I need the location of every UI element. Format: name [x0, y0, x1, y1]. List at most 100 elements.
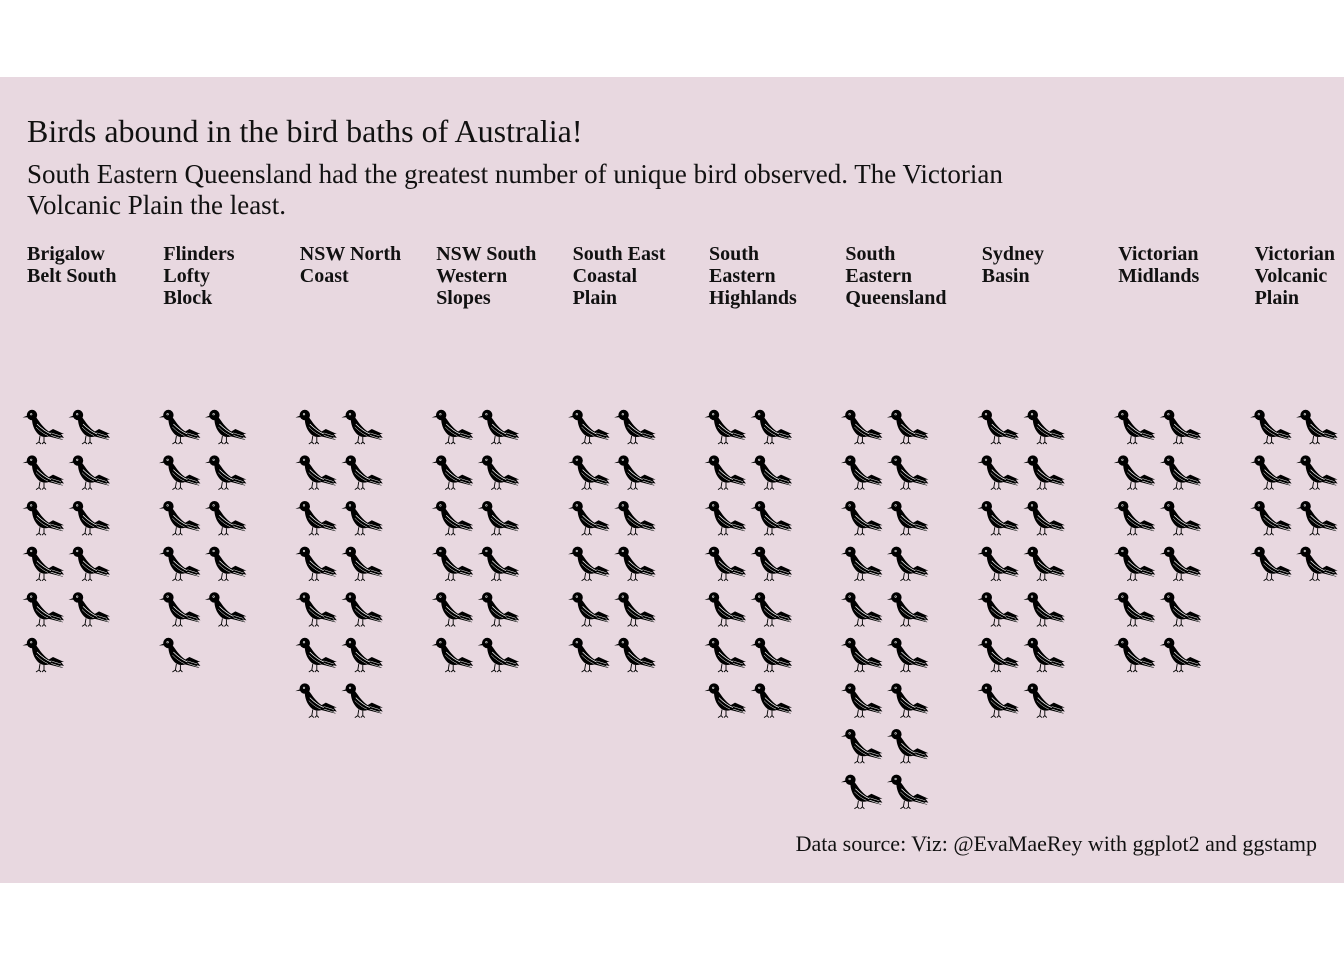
plot-panel: Birds abound in the bird baths of Austra… [0, 77, 1344, 883]
bird-icon [613, 454, 657, 491]
bird-icon [1249, 409, 1293, 445]
bird-icon [431, 591, 474, 627]
bird-icon [431, 500, 474, 536]
bird-icon [886, 682, 929, 719]
bird-icon [431, 409, 474, 445]
bird-icon [613, 637, 657, 673]
facet-label-line: Eastern [709, 265, 776, 287]
bird-icon [840, 591, 883, 627]
bird-icon [976, 454, 1020, 491]
bird-icon [1249, 454, 1293, 491]
bird-icon [68, 409, 111, 445]
bird-icon [886, 454, 929, 491]
facet-label-line: Basin [981, 265, 1030, 287]
bird-icon [204, 546, 247, 582]
bird-icon [204, 500, 247, 536]
bird-icon [294, 637, 338, 673]
bird-icon [886, 637, 929, 673]
bird-icon [750, 500, 793, 536]
bird-icon [431, 637, 474, 673]
bird-icon [567, 591, 611, 627]
bird-icon [1295, 500, 1339, 536]
bird-icon [22, 637, 65, 673]
bird-icon [750, 409, 793, 445]
bird-icon [1022, 500, 1066, 536]
bird-icon [340, 500, 384, 536]
facet-label: Victorian Midlands [1118, 243, 1252, 287]
bird-icon [704, 591, 747, 627]
bird-icon [1159, 409, 1202, 445]
bird-icon [704, 454, 747, 491]
bird-icon [294, 591, 338, 627]
bird-icon [976, 500, 1020, 536]
bird-icon [294, 409, 338, 445]
bird-icon [294, 546, 338, 582]
bird-icon [840, 546, 883, 582]
bird-icon [1113, 454, 1156, 491]
bird-icon [840, 728, 883, 764]
facet-label-line: Western [436, 265, 508, 287]
chart-title: Birds abound in the bird baths of Austra… [27, 113, 583, 149]
chart-subtitle: South Eastern Queensland had the greates… [27, 159, 1003, 220]
bird-icon [886, 591, 929, 627]
bird-icon [886, 774, 929, 810]
bird-icon [976, 546, 1020, 582]
facet-label-line: NSW South [436, 243, 537, 265]
bird-icon [204, 454, 247, 491]
facet-label-line: Queensland [845, 287, 947, 309]
bird-icon [976, 591, 1020, 627]
bird-icon [1113, 409, 1156, 445]
bird-icon [750, 546, 793, 582]
bird-icon [477, 454, 520, 491]
bird-icon [1159, 500, 1202, 536]
bird-icon [613, 591, 657, 627]
bird-icon [840, 409, 883, 445]
bird-icon [840, 774, 883, 810]
bird-icon [1022, 454, 1066, 491]
facet-label-line: Plain [1254, 287, 1300, 309]
facet-label-line: South [845, 243, 896, 265]
bird-icon [976, 409, 1020, 445]
pictogram-chart [22, 409, 1339, 810]
bird-icon [886, 728, 929, 764]
bird-icon [22, 591, 65, 627]
bird-icon [1295, 409, 1339, 445]
bird-icon [567, 454, 611, 491]
bird-icon [340, 682, 384, 719]
facet-label: Brigalow Belt South [27, 243, 161, 287]
bird-icon [613, 546, 657, 582]
facet-label: South Eastern Highlands [709, 243, 843, 309]
bird-icon [158, 591, 201, 627]
bird-icon [1159, 546, 1202, 582]
bird-icon [704, 682, 747, 719]
facet-label-line: Coastal [572, 265, 638, 287]
facet-label-line: Victorian [1254, 243, 1335, 265]
bird-icon [158, 454, 201, 491]
bird-icon [840, 637, 883, 673]
facet-label-line: Eastern [845, 265, 913, 287]
bird-icon [840, 454, 883, 491]
bird-icon [431, 546, 474, 582]
bird-icon [477, 637, 520, 673]
facet-label-line: NSW North [299, 243, 402, 265]
bird-icon [204, 409, 247, 445]
facet-label-line: Belt South [27, 265, 117, 287]
facet-label-line: South [709, 243, 760, 265]
bird-icon [1159, 637, 1202, 673]
facet-label-line: Brigalow [27, 243, 105, 265]
bird-icon [567, 546, 611, 582]
bird-icon [704, 637, 747, 673]
bird-icon [704, 500, 747, 536]
bird-icon [1022, 637, 1066, 673]
bird-icon [1113, 500, 1156, 536]
facet-label: South Eastern Queensland [845, 243, 979, 309]
bird-icon [431, 454, 474, 491]
bird-icon [750, 637, 793, 673]
bird-icon [1022, 409, 1066, 445]
facet-label-line: Flinders [163, 243, 235, 265]
facet-label-line: Lofty [163, 265, 211, 287]
facet-label: Victorian Volcanic Plain [1255, 243, 1344, 309]
bird-icon [613, 500, 657, 536]
bird-icon [294, 682, 338, 719]
facet-label: Flinders Lofty Block [163, 243, 297, 309]
